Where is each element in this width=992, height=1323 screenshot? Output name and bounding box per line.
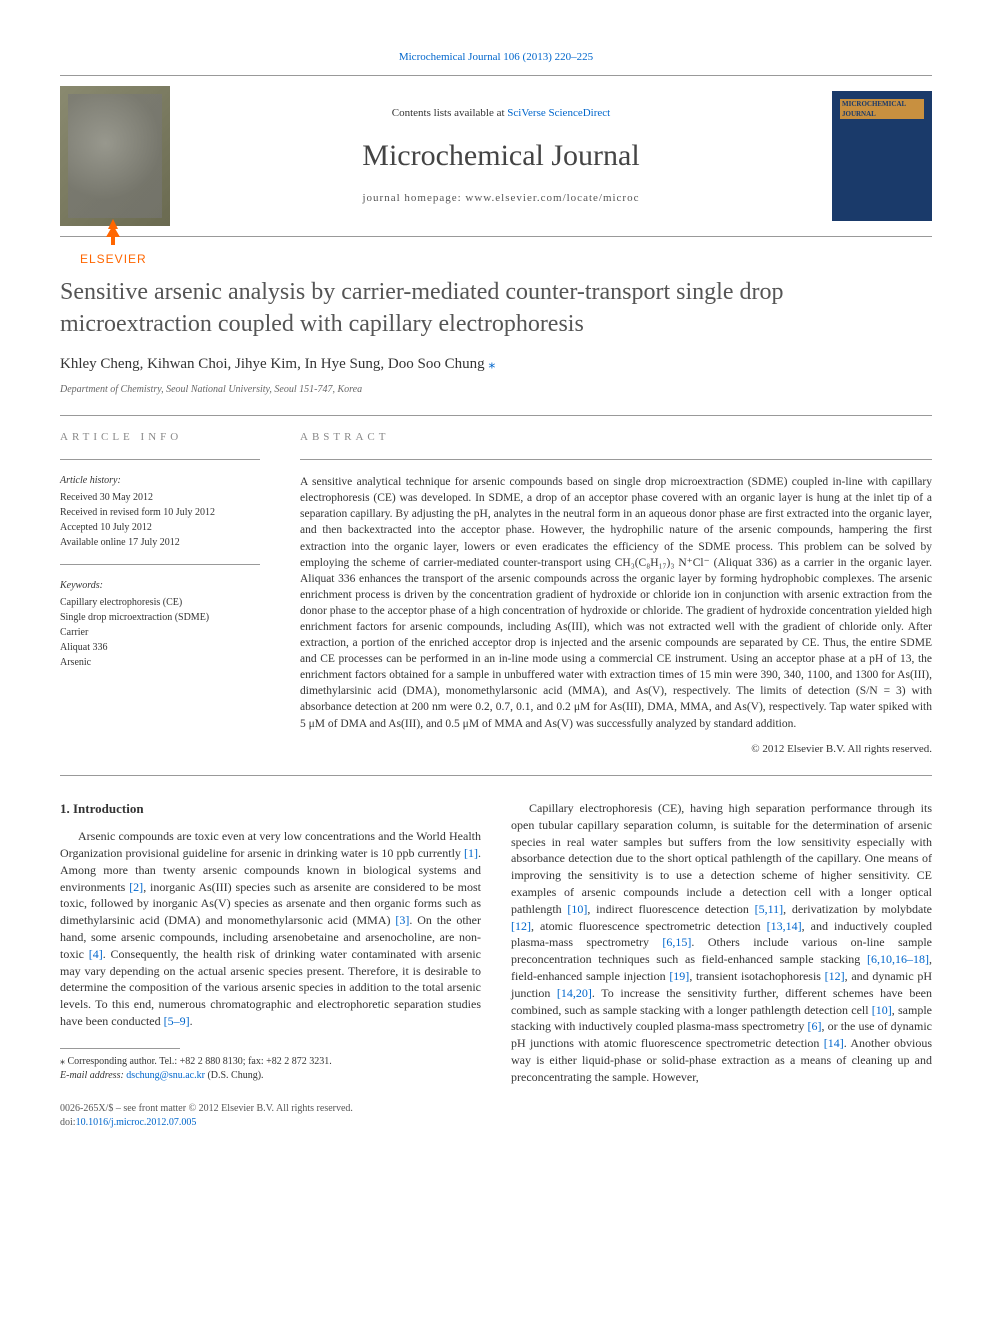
- footnote-divider: [60, 1048, 180, 1049]
- body-columns: 1. Introduction Arsenic compounds are to…: [60, 800, 932, 1086]
- contents-line: Contents lists available at SciVerse Sci…: [190, 106, 812, 121]
- sciencedirect-link[interactable]: SciVerse ScienceDirect: [507, 107, 610, 119]
- journal-cover-left-image: [60, 86, 170, 226]
- history-line: Received 30 May 2012: [60, 490, 260, 505]
- authors-line: Khley Cheng, Kihwan Choi, Jihye Kim, In …: [60, 354, 932, 375]
- history-line: Available online 17 July 2012: [60, 535, 260, 550]
- body-text: Capillary electrophoresis (CE), having h…: [511, 801, 932, 916]
- ref-link[interactable]: [10]: [872, 1003, 892, 1017]
- divider: [60, 775, 932, 776]
- issn-line: 0026-265X/$ – see front matter © 2012 El…: [60, 1102, 932, 1116]
- authors-names: Khley Cheng, Kihwan Choi, Jihye Kim, In …: [60, 356, 485, 372]
- body-text: .: [190, 1014, 193, 1028]
- abstract-label: abstract: [300, 430, 932, 445]
- corresponding-marker: ⁎: [488, 357, 495, 372]
- article-title: Sensitive arsenic analysis by carrier-me…: [60, 277, 932, 339]
- ref-link[interactable]: [6,10,16–18]: [867, 952, 929, 966]
- journal-banner: Contents lists available at SciVerse Sci…: [60, 75, 932, 237]
- divider: [300, 459, 932, 460]
- ref-link[interactable]: [12]: [825, 969, 845, 983]
- keyword: Single drop microextraction (SDME): [60, 610, 260, 625]
- ref-link[interactable]: [6]: [808, 1019, 822, 1033]
- history-line: Received in revised form 10 July 2012: [60, 505, 260, 520]
- header-citation: Microchemical Journal 106 (2013) 220–225: [60, 50, 932, 65]
- journal-cover-right-image: MICROCHEMICAL JOURNAL: [832, 91, 932, 221]
- ref-link[interactable]: [2]: [129, 880, 143, 894]
- divider: [60, 459, 260, 460]
- keyword: Carrier: [60, 625, 260, 640]
- body-text: . Consequently, the health risk of drink…: [60, 947, 481, 1028]
- body-text: , atomic fluorescence spectrometric dete…: [531, 919, 767, 933]
- body-text: , derivatization by molybdate: [783, 902, 932, 916]
- keyword: Arsenic: [60, 655, 260, 670]
- intro-paragraph-1: Arsenic compounds are toxic even at very…: [60, 828, 481, 1030]
- contents-prefix: Contents lists available at: [392, 107, 507, 119]
- elsevier-tree-icon: [98, 217, 128, 247]
- corr-author-line: ⁎ Corresponding author. Tel.: +82 2 880 …: [60, 1055, 481, 1069]
- corresponding-footnote: ⁎ Corresponding author. Tel.: +82 2 880 …: [60, 1055, 481, 1083]
- ref-link[interactable]: [3]: [395, 913, 409, 927]
- ref-link[interactable]: [4]: [89, 947, 103, 961]
- intro-heading: 1. Introduction: [60, 800, 481, 818]
- intro-paragraph-2: Capillary electrophoresis (CE), having h…: [511, 800, 932, 1086]
- ref-link[interactable]: [14]: [824, 1036, 844, 1050]
- body-text: , indirect fluorescence detection: [587, 902, 754, 916]
- ref-link[interactable]: [1]: [464, 846, 478, 860]
- abstract-copyright: © 2012 Elsevier B.V. All rights reserved…: [300, 742, 932, 757]
- ref-link[interactable]: [19]: [669, 969, 689, 983]
- ref-link[interactable]: [14,20]: [557, 986, 592, 1000]
- keywords-block: Keywords: Capillary electrophoresis (CE)…: [60, 579, 260, 670]
- article-info-label: article info: [60, 430, 260, 445]
- email-suffix: (D.S. Chung).: [205, 1070, 264, 1081]
- keywords-title: Keywords:: [60, 579, 260, 593]
- doi-link[interactable]: 10.1016/j.microc.2012.07.005: [76, 1117, 197, 1128]
- affiliation: Department of Chemistry, Seoul National …: [60, 383, 932, 397]
- ref-link[interactable]: [6,15]: [662, 935, 691, 949]
- footer-meta: 0026-265X/$ – see front matter © 2012 El…: [60, 1102, 932, 1130]
- elsevier-logo: ELSEVIER: [80, 251, 147, 268]
- divider: [60, 564, 260, 565]
- journal-name: Microchemical Journal: [190, 135, 812, 177]
- history-line: Accepted 10 July 2012: [60, 520, 260, 535]
- email-label: E-mail address:: [60, 1070, 126, 1081]
- email-link[interactable]: dschung@snu.ac.kr: [126, 1070, 205, 1081]
- abstract-text: A sensitive analytical technique for ars…: [300, 474, 932, 732]
- keyword: Aliquat 336: [60, 640, 260, 655]
- body-text: , transient isotachophoresis: [689, 969, 824, 983]
- keyword: Capillary electrophoresis (CE): [60, 595, 260, 610]
- history-title: Article history:: [60, 474, 260, 488]
- ref-link[interactable]: [10]: [567, 902, 587, 916]
- ref-link[interactable]: [13,14]: [767, 919, 802, 933]
- ref-link[interactable]: [5–9]: [164, 1014, 190, 1028]
- journal-homepage: journal homepage: www.elsevier.com/locat…: [190, 191, 812, 206]
- body-text: Arsenic compounds are toxic even at very…: [60, 829, 481, 860]
- ref-link[interactable]: [5,11]: [755, 902, 784, 916]
- doi-label: doi:: [60, 1117, 76, 1128]
- ref-link[interactable]: [12]: [511, 919, 531, 933]
- article-history: Article history: Received 30 May 2012 Re…: [60, 474, 260, 550]
- cover-right-label: MICROCHEMICAL JOURNAL: [842, 100, 932, 120]
- divider: [60, 415, 932, 416]
